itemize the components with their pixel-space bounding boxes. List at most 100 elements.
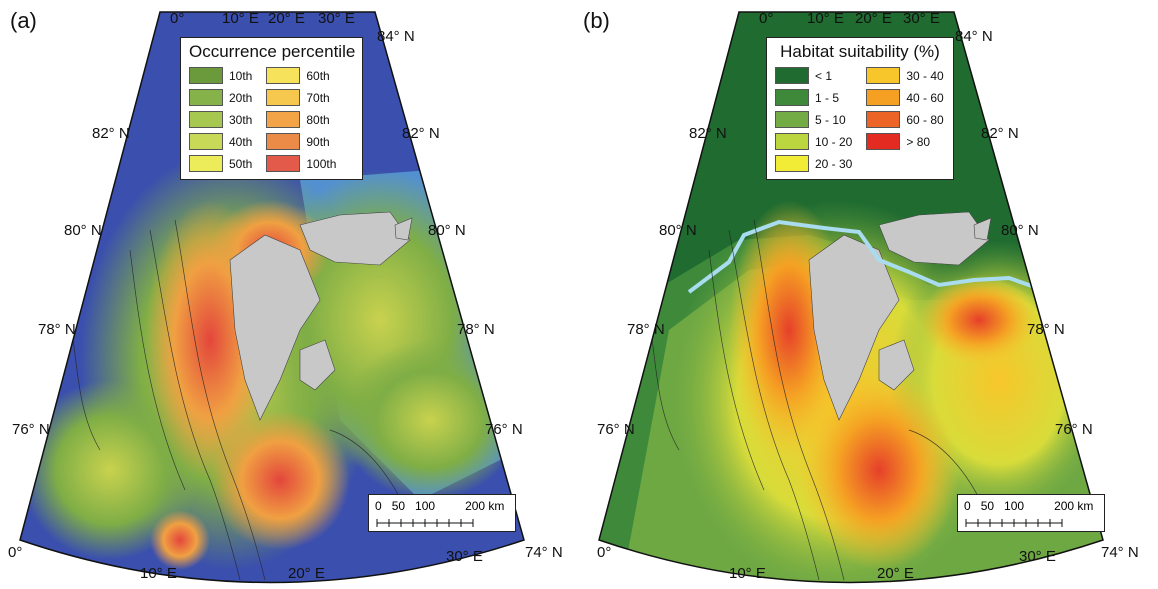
lat-label-left: 76° N [12, 421, 50, 438]
legend-swatch [775, 155, 809, 172]
legend-item: 20th [189, 88, 252, 107]
scale-tick: 0 [964, 499, 971, 513]
legend-item: 5 - 10 [775, 110, 852, 129]
legend-item: 10 - 20 [775, 132, 852, 151]
legend-swatch [266, 133, 301, 150]
legend-item: 40th [189, 132, 252, 151]
legend-title: Occurrence percentile [189, 42, 356, 61]
lat-label-left: 78° N [38, 321, 76, 338]
legend-item-label: 30th [229, 112, 253, 127]
legend-swatch [266, 89, 301, 106]
lat-label-left: 76° N [597, 421, 635, 438]
legend-item-label: 20 - 30 [815, 156, 853, 171]
legend-item: > 80 [866, 132, 943, 151]
legend-swatch [775, 67, 809, 84]
scale-tick: 100 [1004, 499, 1025, 513]
legend-swatch [775, 89, 809, 106]
lat-label-right: 74° N [1101, 544, 1139, 561]
legend-swatch [266, 67, 301, 84]
legend-occurrence: Occurrence percentile 10th 20th 30th 40th 50… [180, 37, 363, 180]
legend-swatch [266, 111, 301, 128]
lat-label-right: 84° N [377, 28, 415, 45]
legend-item: 10th [189, 66, 252, 85]
legend-swatch [189, 111, 223, 128]
lon-label-bottom: 10° E [729, 565, 766, 582]
lat-label-right: 78° N [457, 321, 495, 338]
legend-item-label: 80th [306, 112, 330, 127]
legend-item: 80th [266, 110, 336, 129]
legend-item-label: 100th [306, 156, 337, 171]
legend-swatch [189, 133, 223, 150]
lon-label-top: 30° E [903, 10, 940, 27]
legend-swatch [266, 155, 301, 172]
legend-swatch [775, 111, 809, 128]
legend-item: < 1 [775, 66, 852, 85]
legend-item-label: 40th [229, 134, 253, 149]
legend-item-label: 60 - 80 [906, 112, 944, 127]
legend-column: 30 - 40 40 - 60 60 - 80 > 80 [866, 66, 944, 173]
lon-label-top: 0° [759, 10, 774, 27]
legend-item-label: 90th [306, 134, 330, 149]
scale-tick: 100 [415, 499, 436, 513]
panel-label: (a) [10, 8, 37, 33]
legend-item-label: 70th [306, 90, 330, 105]
legend-item-label: 5 - 10 [815, 112, 846, 127]
legend-habitat: Habitat suitability (%) < 1 1 - 5 5 - 10 10… [766, 37, 954, 180]
legend-swatch [189, 155, 223, 172]
scale-tick: 50 [391, 499, 406, 513]
panel-label: (b) [583, 8, 610, 33]
legend-swatch [866, 111, 901, 128]
lon-label-top: 20° E [855, 10, 892, 27]
lat-label-right: 76° N [485, 421, 523, 438]
legend-swatch [189, 89, 223, 106]
legend-item-label: 40 - 60 [906, 90, 944, 105]
legend-swatch [866, 89, 901, 106]
scale-tick: 200 km [465, 499, 505, 513]
legend-item: 60th [266, 66, 336, 85]
lat-label-right: 80° N [428, 222, 466, 239]
legend-item: 90th [266, 132, 336, 151]
scale-tick: 200 km [1054, 499, 1094, 513]
legend-item-label: 20th [229, 90, 253, 105]
lat-label-left: 82° N [689, 125, 727, 142]
scale-ruler [965, 519, 1063, 527]
lon-label-top: 10° E [807, 10, 844, 27]
legend-item: 30 - 40 [866, 66, 944, 85]
lon-label-bottom: 30° E [1019, 548, 1056, 565]
lon-label-top: 0° [170, 10, 185, 27]
legend-column: < 1 1 - 5 5 - 10 10 - 20 20 - 30 [775, 66, 852, 173]
lat-label-right: 78° N [1027, 321, 1065, 338]
lon-label-top: 30° E [318, 10, 355, 27]
lon-label-top: 10° E [222, 10, 259, 27]
legend-column: 10th 20th 30th 40th 50th [189, 66, 252, 173]
legend-column: 60th 70th 80th 90th 100th [266, 66, 336, 173]
lat-label-right: 84° N [955, 28, 993, 45]
legend-item: 30th [189, 110, 252, 129]
legend-item-label: < 1 [815, 68, 833, 83]
legend-item-label: 30 - 40 [906, 68, 944, 83]
legend-swatch [189, 67, 223, 84]
scale-tick: 50 [980, 499, 995, 513]
legend-item-label: 50th [229, 156, 253, 171]
scale-ruler [376, 519, 474, 527]
panel-a: (a) 0° 10° E 20° E 30° E 0° 10° E 20° E … [8, 8, 563, 584]
legend-item: 50th [189, 154, 252, 173]
lat-label-left: 80° N [64, 222, 102, 239]
lat-label-right: 76° N [1055, 421, 1093, 438]
legend-item-label: > 80 [906, 134, 931, 149]
legend-swatch [866, 67, 901, 84]
legend-item-label: 10th [229, 68, 253, 83]
lon-label-top: 20° E [268, 10, 305, 27]
legend-item-label: 10 - 20 [815, 134, 853, 149]
lon-label-bottom: 0° [597, 544, 612, 561]
legend-title: Habitat suitability (%) [780, 42, 940, 61]
legend-item: 60 - 80 [866, 110, 944, 129]
scale-bar: 0 50 100 200 km [957, 494, 1105, 532]
legend-item-label: 60th [306, 68, 330, 83]
legend-item: 70th [266, 88, 336, 107]
scale-tick: 0 [375, 499, 382, 513]
lat-label-left: 78° N [627, 321, 665, 338]
panel-b: (b) 0° 10° E 20° E 30° E 0° 10° E 20° E … [579, 0, 1158, 589]
lon-label-bottom: 20° E [877, 565, 914, 582]
legend-item: 1 - 5 [775, 88, 852, 107]
